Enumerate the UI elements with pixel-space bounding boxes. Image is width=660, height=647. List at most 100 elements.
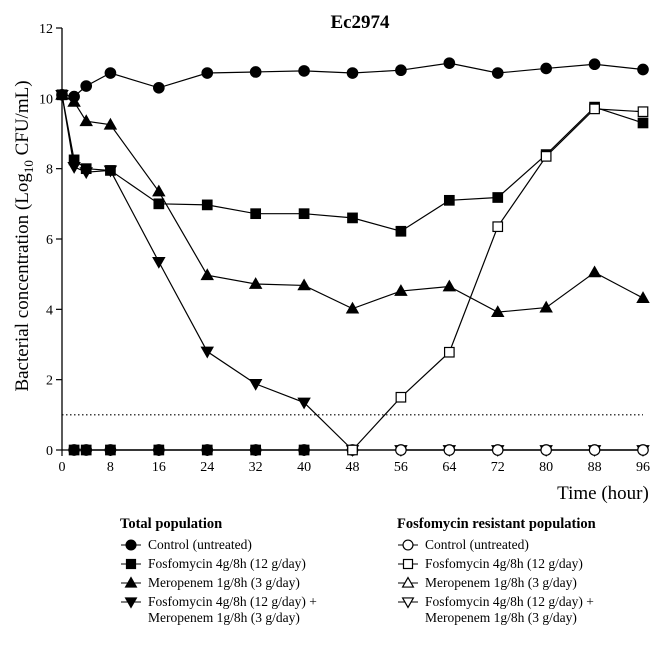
data-point [637,106,649,118]
data-point [103,117,118,130]
x-tick-label: 0 [59,460,66,475]
series-line [61,94,644,313]
y-tick-label: 10 [39,92,53,107]
data-point [491,444,504,456]
data-point [346,67,359,79]
legend-label: Meropenem 1g/8h (3 g/day) [148,575,300,590]
square-marker-icon [121,558,141,570]
data-point [79,167,93,180]
data-point [395,391,407,403]
data-point [492,192,504,203]
legend-item: Fosfomycin 4g/8h (12 g/day) + Meropenem … [397,594,596,626]
x-tick-label: 8 [107,460,114,475]
x-tick-label: 16 [152,460,166,475]
data-point [201,444,213,456]
data-point [492,221,504,233]
data-point [79,114,93,127]
data-point [540,62,552,75]
legend-total-title: Total population [120,516,223,532]
legend-marker [402,558,414,570]
plot-area [55,57,650,457]
data-point [67,162,81,174]
data-point [347,444,358,456]
data-point [540,151,552,162]
data-point [443,194,455,206]
y-tick-label: 4 [46,303,53,318]
data-point [637,444,649,456]
legend-marker [125,558,137,570]
triangle-up-marker-icon [398,576,418,588]
data-point [347,212,358,224]
data-point [539,300,553,313]
series-line [61,94,644,232]
data-point [152,184,166,197]
x-tick-label: 64 [442,460,456,475]
y-axis-label-main: Bacterial concentration (Log [12,173,33,392]
data-point [298,208,310,220]
legend-label: Fosfomycin 4g/8h (12 g/day) [148,556,306,571]
legend-marker [402,539,414,551]
data-point [248,277,263,289]
data-point [297,397,311,410]
data-point [345,301,360,314]
x-tick-label: 96 [636,460,650,475]
legend-marker [401,597,415,609]
x-axis-label: Time (hour) [557,483,649,504]
circle-marker-icon [121,539,141,551]
legend-item: Fosfomycin 4g/8h (12 g/day) [120,556,317,572]
legend-label: Control (untreated) [425,537,529,552]
legend-label: Meropenem 1g/8h (3 g/day) [425,575,577,590]
legend-marker [124,576,138,588]
legend-label: Fosfomycin 4g/8h (12 g/day) + Meropenem … [425,594,594,625]
data-point [636,291,650,303]
data-point [395,225,407,237]
legend-resistant: Fosfomycin resistant population Control … [397,516,596,629]
data-point [201,199,213,211]
legend-item: Fosfomycin 4g/8h (12 g/day) + Meropenem … [120,594,317,626]
data-point [104,67,117,79]
y-axis-label-sub: 10 [21,160,36,173]
y-tick-label: 6 [46,233,53,248]
data-point [442,279,457,292]
legend-label: Control (untreated) [148,537,252,552]
legend-item: Meropenem 1g/8h (3 g/day) [397,575,596,591]
x-tick-label: 72 [491,460,505,475]
triangle-down-marker-icon [121,597,141,609]
legend-item: Fosfomycin 4g/8h (12 g/day) [397,556,596,572]
legend-marker [401,576,415,588]
data-point [491,67,504,79]
x-tick-label: 48 [346,460,360,475]
data-point [248,379,263,391]
data-point [68,444,80,456]
data-point [153,198,165,210]
data-point [200,346,214,359]
chart-title: Ec2974 [330,12,390,33]
data-point [105,444,116,456]
data-point [443,346,455,358]
legend-total-items: Control (untreated) Fosfomycin 4g/8h (12 … [120,537,317,626]
data-point [443,57,456,69]
x-tick-label: 24 [200,460,214,475]
legend-item: Control (untreated) [397,537,596,553]
legend-marker [124,597,138,609]
data-point [250,444,262,456]
data-point [249,66,262,78]
y-tick-label: 12 [39,22,53,37]
data-point [491,305,505,318]
data-point [588,58,601,71]
y-tick-label: 2 [46,374,53,389]
data-point [588,444,601,456]
data-point [443,444,456,456]
data-point [587,265,602,278]
legend-marker [125,539,137,551]
data-point [395,64,407,77]
data-point [80,444,92,456]
legend-item: Meropenem 1g/8h (3 g/day) [120,575,317,591]
x-tick-label: 32 [249,460,263,475]
data-point [80,80,93,92]
data-point [589,103,600,115]
data-point [637,117,649,129]
y-tick-label: 8 [46,163,53,178]
legend-resistant-title: Fosfomycin resistant population [397,516,596,532]
